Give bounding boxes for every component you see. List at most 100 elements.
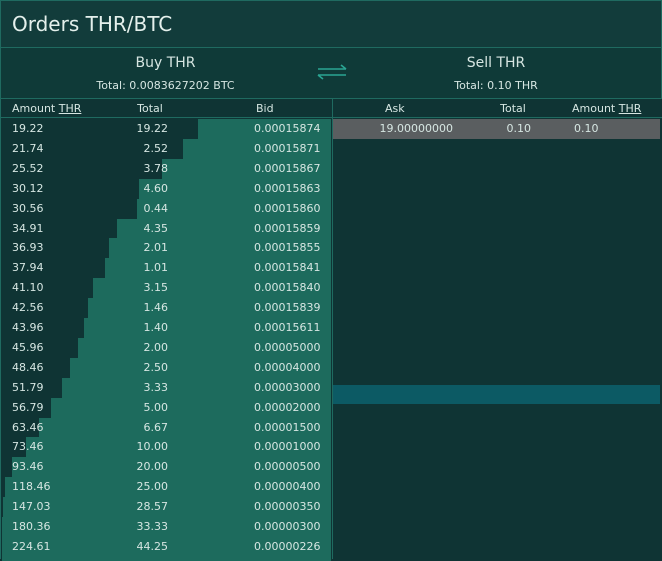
depth-bar [5,477,331,498]
total: 200.00 [100,560,169,561]
bid: 0.00015840 [254,281,321,295]
amount: 73.46 [12,440,44,454]
amount: 180.36 [12,520,51,533]
col-unit: THR [618,102,642,115]
total: 2.01 [143,241,169,255]
bid: 0.00015874 [254,122,321,135]
col-total: Total [137,102,163,115]
bid: 0.00015611 [254,321,321,334]
sell-title: Sell THR [466,55,526,71]
col-label: Amount [572,102,616,115]
amount: 34.91 [12,221,44,235]
sell-row[interactable] [333,119,660,139]
bid: 0.00015871 [254,141,321,155]
depth-bar [93,278,331,299]
depth-bar [117,218,331,239]
amount: 93.46 [12,460,44,474]
total: 2.50 [143,360,169,374]
col-ask: Ask [385,102,405,115]
total: 20.00 [136,460,169,474]
amount: 43.96 [12,321,44,334]
depth-bar [2,556,331,561]
title: Orders THR/BTC [12,12,173,36]
total: 1.40 [143,321,169,334]
bid: 0.00015860 [254,201,321,215]
depth-bar [12,457,331,478]
total: 2.52 [143,141,169,155]
total: 2.00 [143,340,169,354]
total: 0.44 [143,201,169,215]
amount: 0.10 [574,122,599,135]
bid: 0.00015841 [254,261,321,275]
bid: 0.00015839 [254,301,321,315]
depth-bar [183,138,331,160]
depth-bar [83,318,331,339]
bid: 0.00005000 [254,340,321,354]
amount: 424.61 [12,560,51,561]
depth-bar [162,158,331,180]
total: 4.60 [143,181,169,195]
amount: 118.46 [12,480,51,494]
amount: 36.93 [12,241,44,255]
total: 25.00 [136,480,169,494]
bid: 0.00004000 [254,360,321,374]
bid: 0.00001500 [254,420,321,434]
depth-bar [138,178,331,200]
buy-total: Total: 0.0083627202 BTC [96,79,235,92]
amount: 63.46 [12,420,44,434]
bid: 0.00001000 [254,440,321,454]
amount: 147.03 [12,500,51,514]
total: 3.15 [143,281,169,295]
amount: 30.56 [12,201,44,215]
amount: 21.74 [12,141,44,155]
bid: 0.00000226 [254,539,321,553]
col-label: Amount [12,102,56,115]
sell-total: Total: 0.10 THR [454,79,538,92]
total: 3.78 [143,161,169,175]
bid: 0.00000500 [254,460,321,474]
depth-bar [104,258,331,279]
depth-bar [2,517,331,538]
total: 0.10 [506,122,532,135]
depth-bar [26,437,331,458]
depth-bar [70,357,331,379]
col-bid: Bid [256,102,274,115]
total: 44.25 [136,539,169,553]
bid: 0.00000350 [254,500,321,514]
col-amount: Amount THR [572,102,641,115]
depth-bar [136,198,331,219]
amount: 30.12 [12,181,44,195]
total: 5.00 [143,400,169,414]
depth-bar [88,298,331,319]
bid: 0.00015859 [254,221,321,235]
total: 1.01 [143,261,169,275]
amount: 56.79 [12,400,44,414]
depth-bar [77,337,331,359]
col-amount: Amount THR [12,102,81,115]
amount: 224.61 [12,539,51,553]
depth-bar [2,497,331,518]
amount: 19.22 [12,122,44,135]
total: 19.22 [136,122,169,135]
buy-title: Buy THR [135,55,196,71]
title-bar [0,0,662,48]
hover-row[interactable] [333,385,660,404]
swap-icon[interactable] [314,62,350,82]
depth-bar [50,397,331,418]
ask: 19.00000000 [379,122,453,135]
buy-panel [0,98,333,559]
bid: 0.00015867 [254,161,321,175]
amount: 41.10 [12,281,44,295]
depth-bar [108,238,331,259]
total: 3.33 [143,380,169,394]
amount: 51.79 [12,380,44,394]
total: 4.35 [143,221,169,235]
col-total: Total [500,102,526,115]
amount: 25.52 [12,161,44,175]
col-unit: THR [58,102,82,115]
depth-bar [2,536,331,558]
sides-header [0,47,662,99]
depth-bar [38,417,331,438]
total: 28.57 [136,500,169,514]
